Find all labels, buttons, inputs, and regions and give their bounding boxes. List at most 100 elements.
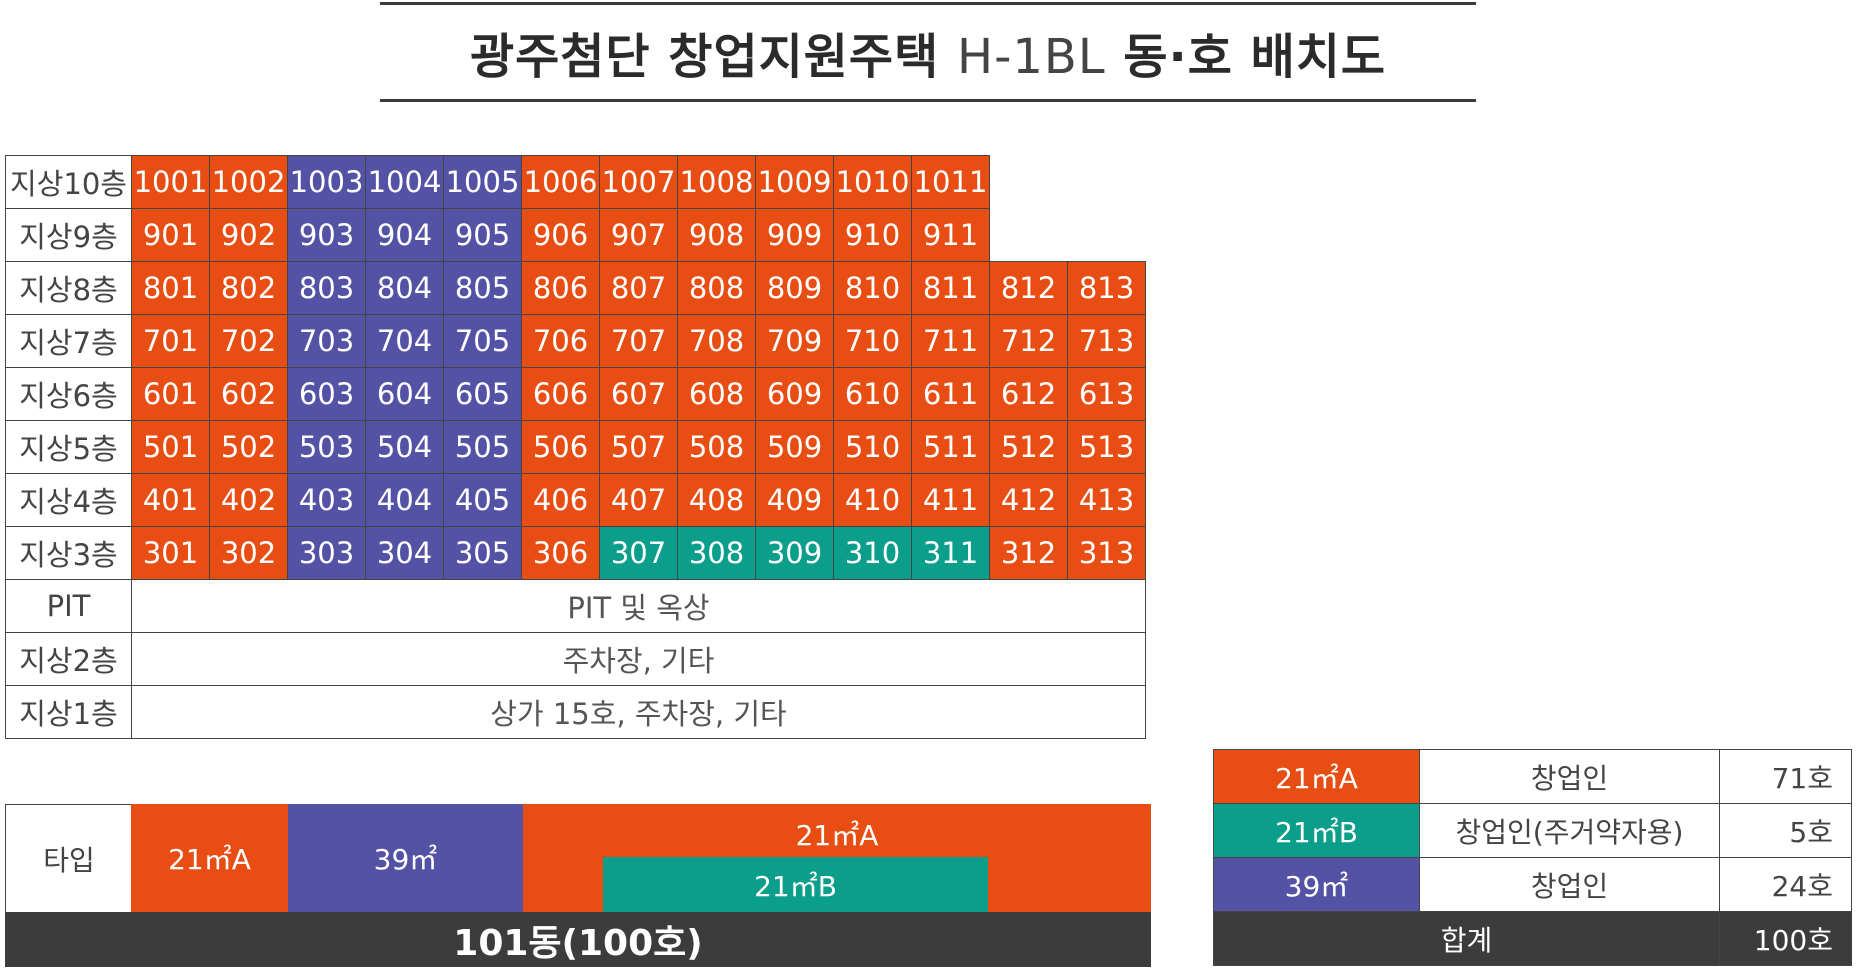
unit-cell: 610	[833, 367, 912, 421]
floor-row: 지상8층 801 802 803 804 805 806 807 808 809 810 811 812…	[5, 261, 1146, 315]
legend-description: 창업인	[1419, 749, 1720, 804]
unit-cell: 312	[989, 526, 1068, 580]
unit-cell: 1002	[209, 155, 288, 209]
unit-cell: 802	[209, 261, 288, 315]
lower-floor-row: 지상2층 주차장, 기타	[5, 632, 1146, 686]
floor-label: 지상2층	[5, 632, 132, 686]
unit-cell: 405	[443, 473, 522, 527]
unit-cell: 812	[989, 261, 1068, 315]
unit-cell: 1003	[287, 155, 366, 209]
unit-cell: 701	[131, 314, 210, 368]
legend-type: 39㎡	[1213, 857, 1420, 912]
legend-type: 21㎡B	[1213, 803, 1420, 858]
unit-cell: 511	[911, 420, 990, 474]
unit-cell: 311	[911, 526, 990, 580]
unit-cell: 903	[287, 208, 366, 262]
unit-cell: 805	[443, 261, 522, 315]
unit-cell: 509	[755, 420, 834, 474]
legend-count: 71호	[1719, 749, 1852, 804]
legend-description: 창업인(주거약자용)	[1419, 803, 1720, 858]
unit-cell: 905	[443, 208, 522, 262]
empty-cell	[990, 156, 1068, 209]
legend-table: 21㎡A 창업인 71호 21㎡B 창업인(주거약자용) 5호 39㎡ 창업인 24호 합계 100…	[1213, 749, 1852, 966]
unit-cell: 408	[677, 473, 756, 527]
floor-usage: 주차장, 기타	[131, 632, 1146, 686]
unit-cell: 806	[521, 261, 600, 315]
unit-cell: 1001	[131, 155, 210, 209]
unit-cell: 910	[833, 208, 912, 262]
unit-cell: 302	[209, 526, 288, 580]
unit-cell: 409	[755, 473, 834, 527]
unit-cell: 604	[365, 367, 444, 421]
unit-cell: 804	[365, 261, 444, 315]
legend-count: 5호	[1719, 803, 1852, 858]
floor-label: 지상1층	[5, 685, 132, 739]
unit-cell: 813	[1067, 261, 1146, 315]
type-row: 타입 21㎡A 39㎡ 21㎡A 21㎡B	[5, 804, 1151, 912]
unit-cell: 909	[755, 208, 834, 262]
unit-cell: 705	[443, 314, 522, 368]
unit-cell: 601	[131, 367, 210, 421]
floor-row: 지상5층 501 502 503 504 505 506 507 508 509 510 511 512…	[5, 420, 1146, 474]
unit-cell: 904	[365, 208, 444, 262]
floor-label: 지상8층	[5, 261, 132, 315]
type-label: 타입	[5, 804, 132, 912]
legend-row: 21㎡A 창업인 71호	[1213, 749, 1852, 804]
unit-cell: 510	[833, 420, 912, 474]
legend-description: 창업인	[1419, 857, 1720, 912]
unit-cell: 305	[443, 526, 522, 580]
unit-cell: 501	[131, 420, 210, 474]
unit-cell: 1011	[911, 155, 990, 209]
title-main: 광주첨단 창업지원주택	[469, 29, 940, 85]
unit-cell: 413	[1067, 473, 1146, 527]
unit-cell: 708	[677, 314, 756, 368]
unit-cell: 901	[131, 208, 210, 262]
floor-label: PIT	[5, 579, 132, 633]
title-bar: 광주첨단 창업지원주택 H-1BL 동·호 배치도	[380, 2, 1476, 102]
unit-cell: 810	[833, 261, 912, 315]
legend-row: 39㎡ 창업인 24호	[1213, 857, 1852, 912]
unit-cell: 407	[599, 473, 678, 527]
unit-cell: 702	[209, 314, 288, 368]
unit-cell: 308	[677, 526, 756, 580]
floor-usage: 상가 15호, 주차장, 기타	[131, 685, 1146, 739]
unit-cell: 411	[911, 473, 990, 527]
unit-cell: 906	[521, 208, 600, 262]
page-title: 광주첨단 창업지원주택 H-1BL 동·호 배치도	[470, 17, 1386, 87]
unit-cell: 908	[677, 208, 756, 262]
unit-cell: 606	[521, 367, 600, 421]
unit-cell: 712	[989, 314, 1068, 368]
unit-cell: 603	[287, 367, 366, 421]
floor-label: 지상10층	[5, 155, 132, 209]
floor-row: 지상4층 401 402 403 404 405 406 407 408 409 410 411 412…	[5, 473, 1146, 527]
floor-row: 지상6층 601 602 603 604 605 606 607 608 609 610 611 612…	[5, 367, 1146, 421]
unit-cell: 503	[287, 420, 366, 474]
unit-cell: 512	[989, 420, 1068, 474]
unit-cell: 1006	[521, 155, 600, 209]
unit-cell: 402	[209, 473, 288, 527]
unit-cell: 1009	[755, 155, 834, 209]
unit-cell: 602	[209, 367, 288, 421]
unit-cell: 608	[677, 367, 756, 421]
unit-cell: 709	[755, 314, 834, 368]
building-label: 101동(100호)	[5, 912, 1151, 967]
floor-row: 지상3층 301 302 303 304 305 306 307 308 309 310 311 312…	[5, 526, 1146, 580]
legend-type: 21㎡A	[1213, 749, 1420, 804]
unit-cell: 1004	[365, 155, 444, 209]
unit-cell: 612	[989, 367, 1068, 421]
unit-cell: 307	[599, 526, 678, 580]
unit-cell: 713	[1067, 314, 1146, 368]
unit-cell: 1005	[443, 155, 522, 209]
floor-row: 지상7층 701 702 703 704 705 706 707 708 709 710 711 712…	[5, 314, 1146, 368]
unit-cell: 301	[131, 526, 210, 580]
empty-cell	[1068, 156, 1146, 209]
unit-cell: 811	[911, 261, 990, 315]
unit-cell: 313	[1067, 526, 1146, 580]
legend-total-label: 합계	[1213, 911, 1720, 966]
unit-cell: 505	[443, 420, 522, 474]
unit-cell: 809	[755, 261, 834, 315]
unit-cell: 1008	[677, 155, 756, 209]
unit-cell: 506	[521, 420, 600, 474]
unit-cell: 703	[287, 314, 366, 368]
unit-cell: 412	[989, 473, 1068, 527]
